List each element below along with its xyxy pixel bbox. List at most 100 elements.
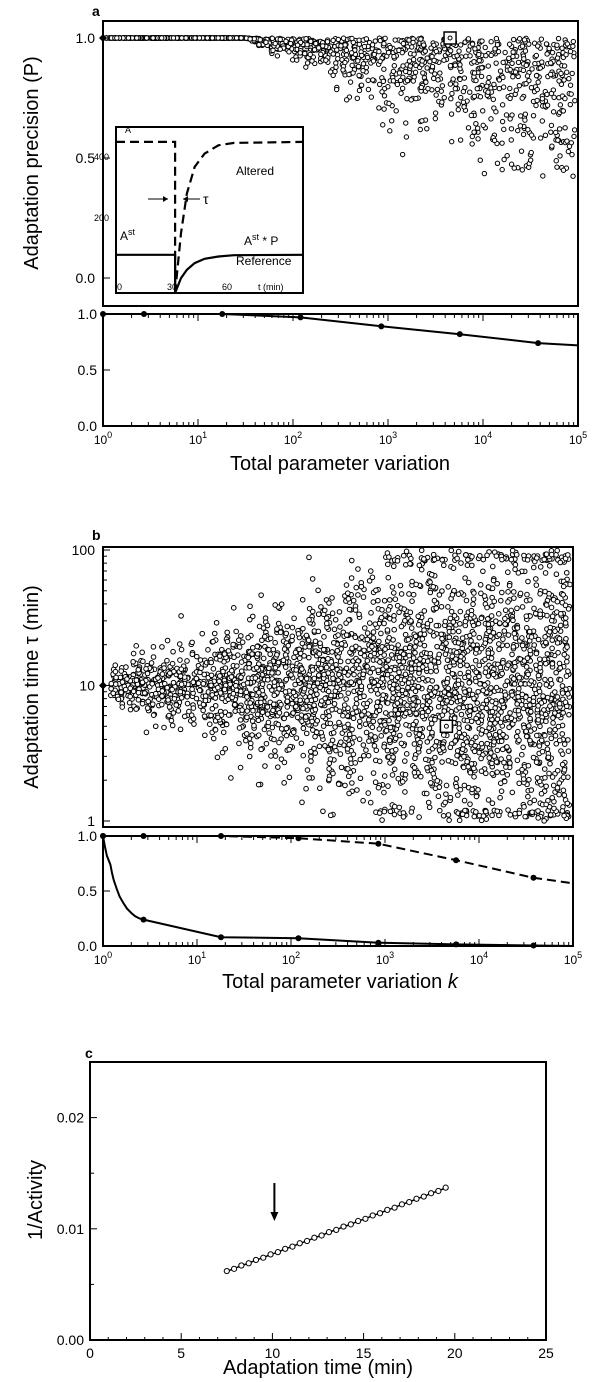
scatter-point <box>368 610 374 616</box>
scatter-point <box>488 655 495 661</box>
scatter-point <box>325 746 332 753</box>
scatter-point <box>251 722 257 729</box>
scatter-point <box>396 715 402 722</box>
scatter-point <box>135 696 142 703</box>
scatter-point <box>372 734 378 740</box>
scatter-point <box>445 604 451 610</box>
scatter-point <box>563 569 570 576</box>
scatter-point <box>467 53 473 59</box>
scatter-point <box>206 721 213 727</box>
scatter-point <box>519 766 525 773</box>
scatter-point <box>454 555 460 562</box>
scatter-point <box>504 744 510 750</box>
scatter-point <box>442 651 449 658</box>
scatter-point <box>361 653 368 659</box>
scatter-point <box>478 755 484 762</box>
scatter-point <box>353 661 360 668</box>
scatter-point <box>560 167 567 173</box>
scatter-point <box>481 170 488 177</box>
scatter-point <box>368 94 375 100</box>
scatter-point <box>190 679 197 686</box>
scatter-point <box>431 658 438 664</box>
scatter-point <box>448 708 455 715</box>
scatter-point <box>331 626 338 633</box>
scatter-point <box>533 759 540 765</box>
panel-c-plot: 0 5 10 15 20 250.000.010.02 1/Activity Adapta… <box>25 1061 554 1379</box>
scatter-point <box>392 37 398 43</box>
scatter-point <box>466 673 472 680</box>
scatter-point <box>329 664 336 671</box>
scatter-point <box>415 698 422 705</box>
scatter-point <box>427 780 434 786</box>
scatter-point <box>479 38 485 44</box>
scatter-point <box>299 666 305 672</box>
scatter-point <box>560 787 567 794</box>
scatter-point <box>370 599 377 605</box>
scatter-point <box>196 35 203 41</box>
scatter-point <box>483 808 489 815</box>
scatter-point <box>278 601 285 607</box>
scatter-point <box>564 800 571 807</box>
scatter-point <box>130 658 136 665</box>
scatter-point <box>475 136 481 142</box>
scatter-point <box>516 780 523 787</box>
scatter-point <box>471 93 478 100</box>
scatter-point <box>133 643 140 649</box>
scatter-point <box>491 739 497 745</box>
scatter-point <box>290 689 297 696</box>
scatter-point <box>456 705 462 711</box>
scatter-point <box>565 552 571 558</box>
scatter-point <box>501 156 507 163</box>
scatter-point <box>382 35 388 42</box>
scatter-point <box>155 675 161 681</box>
scatter-point <box>476 57 482 64</box>
scatter-point <box>405 636 412 643</box>
scatter-point <box>230 605 237 611</box>
scatter-point <box>378 614 385 621</box>
scatter-point <box>330 639 337 646</box>
panel-a-top-yticks: 0.00.51.0 <box>76 30 110 286</box>
scatter-point <box>239 707 245 713</box>
scatter-point <box>509 547 516 554</box>
scatter-point <box>388 652 395 658</box>
scatter-point <box>527 715 533 722</box>
scatter-point <box>318 604 324 610</box>
scatter-point <box>539 59 545 65</box>
scatter-point <box>307 748 314 755</box>
scatter-point <box>460 99 467 105</box>
scatter-point <box>546 45 552 52</box>
scatter-point <box>543 681 550 688</box>
inverse-activity-marker <box>296 1240 303 1247</box>
scatter-point <box>309 718 315 725</box>
scatter-point <box>371 650 378 657</box>
scatter-point <box>376 810 383 816</box>
scatter-point <box>344 590 351 597</box>
scatter-point <box>353 584 360 591</box>
scatter-point <box>500 731 506 738</box>
x-tick-label: 20 <box>447 1345 463 1361</box>
scatter-point <box>507 85 513 92</box>
scatter-point <box>112 662 119 669</box>
scatter-point <box>541 818 547 824</box>
scatter-point <box>537 664 543 671</box>
scatter-point <box>514 625 521 631</box>
scatter-point <box>231 654 237 661</box>
scatter-point <box>342 59 348 66</box>
scatter-point <box>275 721 282 728</box>
scatter-point <box>378 733 384 739</box>
scatter-point <box>475 620 482 627</box>
scatter-point <box>544 694 551 701</box>
scatter-point <box>326 766 332 772</box>
scatter-point <box>391 626 397 633</box>
scatter-point <box>505 662 511 668</box>
scatter-point <box>418 547 425 554</box>
scatter-point <box>277 36 283 43</box>
scatter-point <box>489 800 496 807</box>
scatter-point <box>512 635 519 641</box>
scatter-point <box>389 772 396 778</box>
scatter-point <box>384 747 391 754</box>
scatter-point <box>562 125 568 131</box>
scatter-point <box>503 764 509 770</box>
scatter-point <box>403 751 410 757</box>
scatter-point <box>314 691 320 698</box>
